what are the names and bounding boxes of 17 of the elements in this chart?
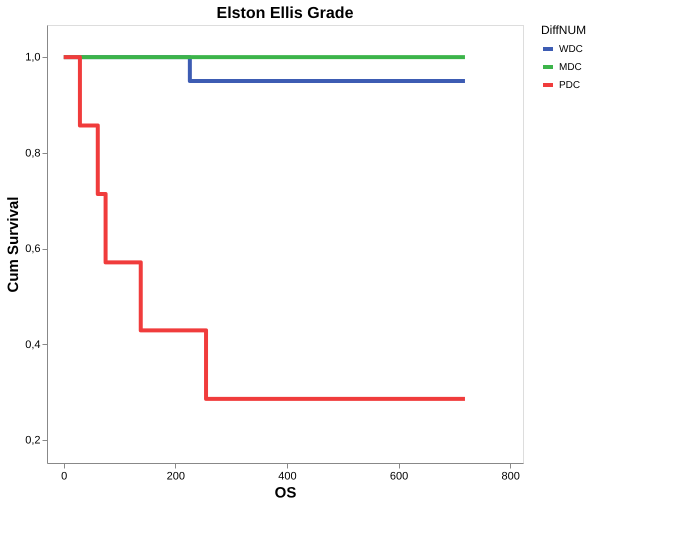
y-tick-label: 0,4 [25,338,40,351]
y-tick-label: 0,6 [25,243,40,256]
legend-label: PDC [559,80,580,91]
y-tick-label: 0,2 [25,434,40,447]
legend-title: DiffNUM [541,23,586,37]
y-axis-title: Cum Survival [5,196,22,292]
x-tick-label: 400 [278,470,297,482]
y-tick-label: 0,8 [25,147,40,160]
x-tick-label: 0 [61,470,68,482]
legend-label: MDC [559,62,582,73]
x-axis-title: OS [274,484,296,502]
chart-title: Elston Ellis Grade [216,5,354,22]
x-tick-label: 800 [501,470,520,482]
x-tick-label: 600 [390,470,408,482]
y-tick-label: 1,0 [25,52,40,64]
x-tick-label: 200 [166,470,186,482]
legend-label: WDC [559,44,583,55]
